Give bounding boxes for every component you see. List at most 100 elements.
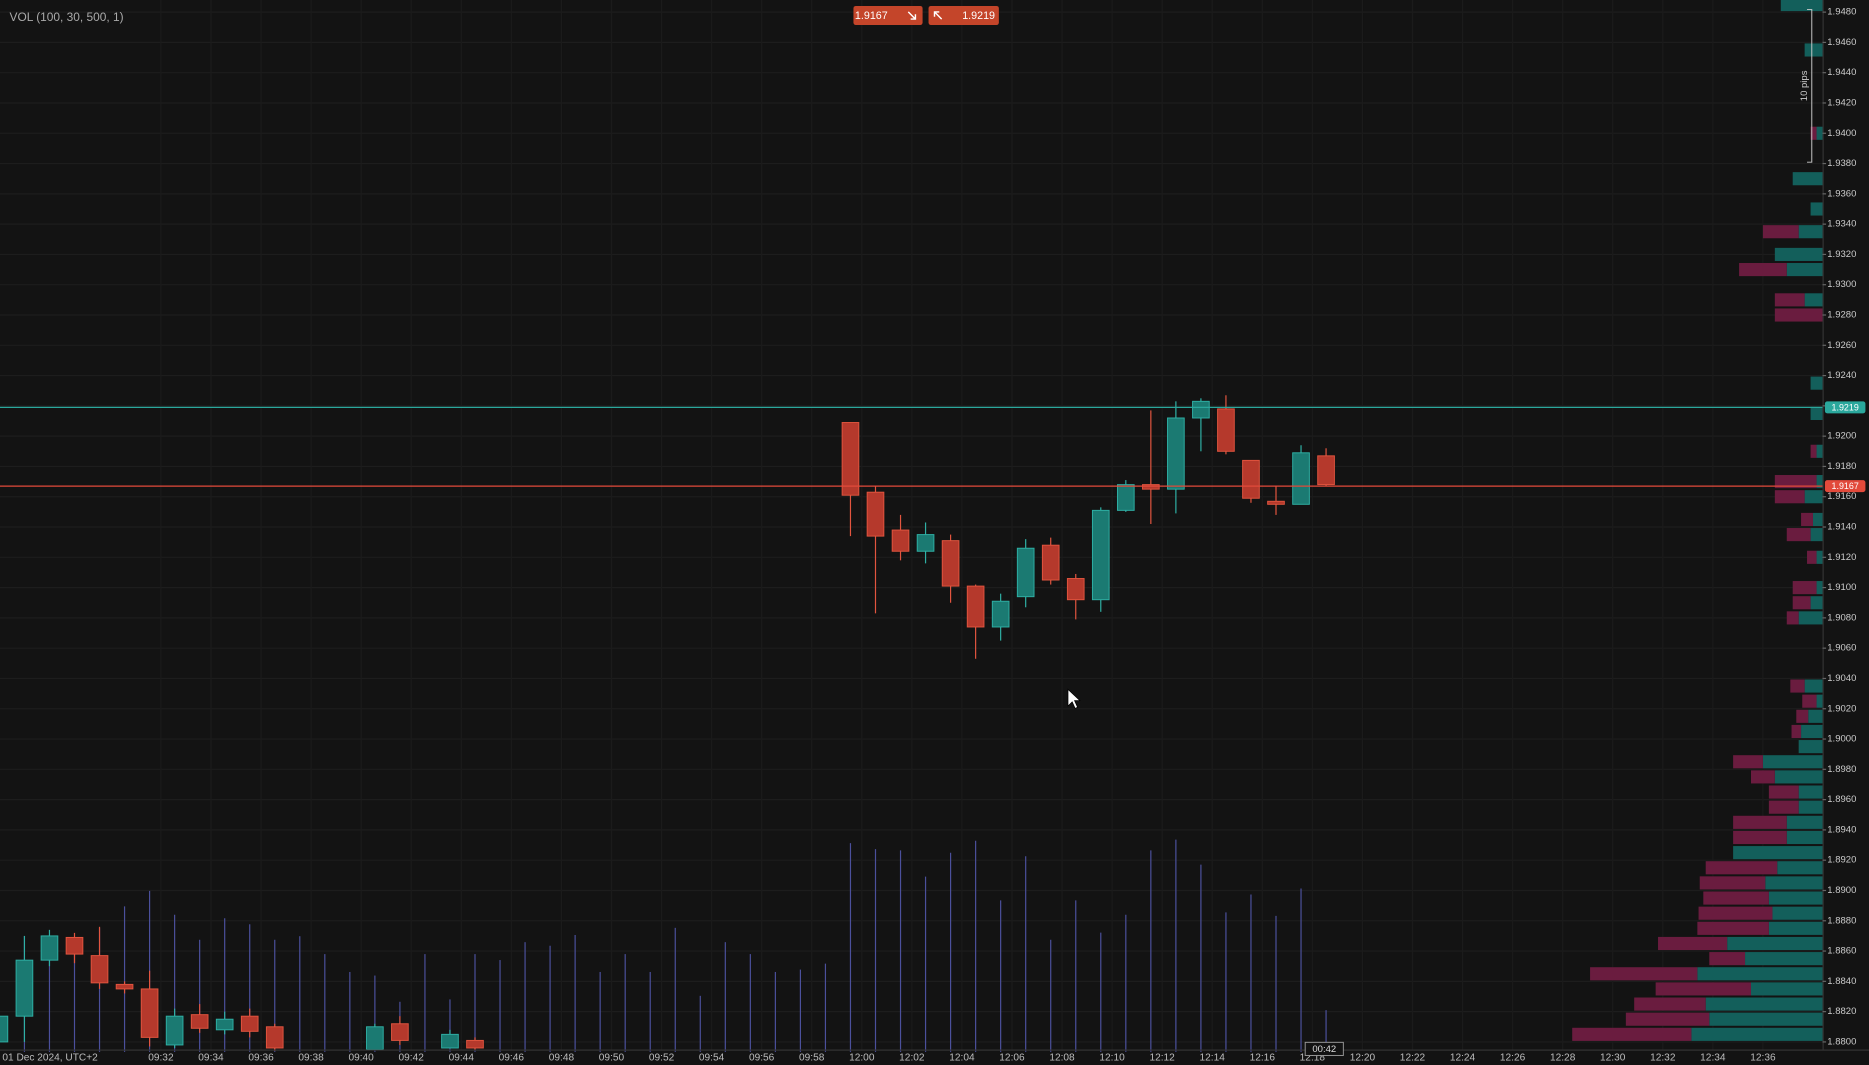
y-tick-label: 1.8840 xyxy=(1827,976,1856,987)
range-label: 10 pips xyxy=(1799,70,1810,101)
y-tick-label: 1.9420 xyxy=(1827,97,1856,108)
candle-body xyxy=(265,1026,284,1049)
ask-tag xyxy=(1824,401,1866,414)
profile-buy xyxy=(1798,800,1823,814)
y-tick-label: 1.9200 xyxy=(1827,431,1856,442)
profile-buy xyxy=(1804,43,1823,57)
x-tick-label: 09:58 xyxy=(799,1053,825,1064)
y-tick-label: 1.8920 xyxy=(1827,855,1856,866)
profile-sell xyxy=(1774,475,1817,489)
candle-body xyxy=(0,1015,9,1043)
buy-arrow[interactable] xyxy=(933,11,943,20)
candle-body xyxy=(115,983,134,990)
indicator-label: VOL (100, 30, 500, 1) xyxy=(10,10,124,24)
x-tick-label: 09:46 xyxy=(499,1053,525,1064)
profile-buy xyxy=(1697,967,1823,981)
profile-buy xyxy=(1786,263,1823,277)
profile-sell xyxy=(1705,861,1778,875)
profile-sell xyxy=(1658,936,1728,951)
y-tick-label: 1.8820 xyxy=(1827,1006,1856,1017)
sell-arrow[interactable] xyxy=(907,11,917,20)
buy-button[interactable]: 1.9219 xyxy=(928,5,999,26)
y-tick-label: 1.9300 xyxy=(1827,279,1856,290)
candles xyxy=(0,395,1335,1052)
y-tick-label: 1.9400 xyxy=(1827,128,1856,139)
profile-buy xyxy=(1810,376,1823,390)
candle-body xyxy=(65,936,84,955)
x-tick-label: 12:00 xyxy=(849,1053,875,1064)
candle-body xyxy=(441,1033,459,1049)
profile-buy xyxy=(1816,475,1823,489)
profile-sell xyxy=(1709,952,1746,966)
x-tick-label: 09:50 xyxy=(599,1053,625,1064)
x-tick-label: 12:30 xyxy=(1600,1053,1626,1064)
y-tick-label: 1.9020 xyxy=(1827,703,1856,714)
y-tick-label: 1.9360 xyxy=(1827,188,1856,199)
candle-body xyxy=(90,955,109,984)
profile-buy xyxy=(1780,0,1823,12)
profile-sell xyxy=(1774,293,1805,307)
profile-sell xyxy=(1768,800,1799,814)
x-tick-label: 12:22 xyxy=(1400,1053,1426,1064)
profile-buy xyxy=(1774,247,1823,261)
y-tick-label: 1.9380 xyxy=(1827,158,1856,169)
y-tick-label: 1.8800 xyxy=(1827,1036,1856,1047)
x-tick-label: 12:28 xyxy=(1550,1053,1576,1064)
y-tick-label: 1.9320 xyxy=(1827,249,1856,260)
buy-price[interactable]: 1.9219 xyxy=(962,10,995,22)
candle-body xyxy=(966,585,985,628)
profile-buy xyxy=(1727,936,1823,951)
candle-body xyxy=(841,422,860,496)
date-label: 01 Dec 2024, UTC+2 xyxy=(2,1053,98,1064)
y-tick-label: 1.9340 xyxy=(1827,219,1856,230)
profile-sell xyxy=(1774,308,1823,322)
x-tick-label: 12:32 xyxy=(1650,1053,1676,1064)
profile-sell xyxy=(1762,225,1799,239)
profile-buy xyxy=(1768,921,1823,935)
profile-buy xyxy=(1801,724,1823,739)
candle-body xyxy=(1317,455,1335,486)
profile-sell xyxy=(1733,755,1763,769)
profile-buy xyxy=(1810,596,1823,610)
x-tick-label: 09:42 xyxy=(399,1053,425,1064)
profile-sell xyxy=(1791,724,1802,739)
buy-button-bg[interactable] xyxy=(928,5,999,26)
x-tick-label: 09:36 xyxy=(248,1053,274,1064)
profile-buy xyxy=(1804,679,1823,693)
profile-sell xyxy=(1802,694,1817,708)
y-tick-label: 1.9120 xyxy=(1827,552,1856,563)
ask-tag-label: 1.9219 xyxy=(1831,402,1858,412)
y-tick-label: 1.9040 xyxy=(1827,673,1856,684)
profile-sell xyxy=(1572,1027,1692,1041)
profile-sell xyxy=(1655,982,1751,996)
profile-sell xyxy=(1810,444,1817,458)
x-tick-label: 09:54 xyxy=(699,1053,725,1064)
y-tick-label: 1.9080 xyxy=(1827,612,1856,623)
candle-body xyxy=(1192,400,1210,419)
profile-buy xyxy=(1745,952,1823,966)
profile-buy xyxy=(1812,512,1823,527)
sell-price[interactable]: 1.9167 xyxy=(855,10,888,22)
y-tick-label: 1.9280 xyxy=(1827,310,1856,321)
profile-buy xyxy=(1709,1012,1823,1026)
y-tick-label: 1.9180 xyxy=(1827,461,1856,472)
candle-body xyxy=(1167,417,1185,490)
candle-body xyxy=(1217,408,1235,452)
y-tick-label: 1.9480 xyxy=(1827,7,1856,18)
profile-buy xyxy=(1816,694,1823,708)
bid-tag xyxy=(1824,480,1866,493)
x-tick-label: 12:08 xyxy=(1049,1053,1075,1064)
profile-sell xyxy=(1703,891,1769,905)
y-tick-label: 1.9240 xyxy=(1827,370,1856,381)
y-tick-label: 1.9060 xyxy=(1827,643,1856,654)
candle-body xyxy=(1091,509,1110,601)
candle-body xyxy=(1016,547,1035,598)
sell-button-bg[interactable] xyxy=(853,5,923,26)
x-tick-label: 09:38 xyxy=(298,1053,324,1064)
y-tick-label: 1.9440 xyxy=(1827,67,1856,78)
y-tick-label: 1.8960 xyxy=(1827,794,1856,805)
profile-buy xyxy=(1798,225,1823,239)
countdown-box xyxy=(1304,1041,1344,1056)
sell-button[interactable]: 1.9167 xyxy=(853,5,923,26)
